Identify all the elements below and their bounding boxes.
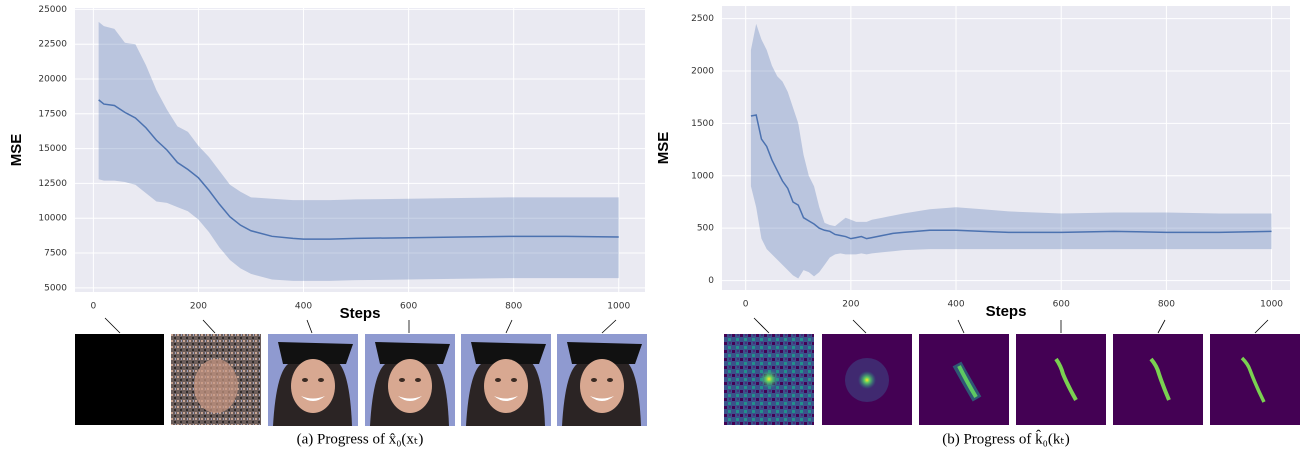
y-axis-label: MSE xyxy=(8,134,25,167)
x-tick-label: 0 xyxy=(743,300,749,310)
x-tick-label: 400 xyxy=(295,302,312,312)
connector xyxy=(506,320,512,333)
y-axis-label: MSE xyxy=(655,132,672,165)
x-tick-label: 600 xyxy=(1053,300,1070,310)
x-axis-label: Steps xyxy=(340,305,381,322)
x-tick-label: 400 xyxy=(947,300,964,310)
connector xyxy=(958,320,964,333)
thumbnail xyxy=(365,334,455,426)
y-tick-label: 7500 xyxy=(44,249,67,259)
thumbnail xyxy=(1113,334,1203,425)
x-tick-label: 600 xyxy=(400,302,417,312)
connector xyxy=(105,318,120,333)
y-tick-label: 12500 xyxy=(38,179,67,189)
figure: 5000750010000125001500017500200002250025… xyxy=(0,0,1302,454)
y-tick-label: 0 xyxy=(708,276,714,286)
y-tick-label: 1500 xyxy=(691,119,714,129)
connector xyxy=(1255,320,1268,333)
connector xyxy=(853,320,866,333)
caption: (a) Progress of x̂₀(xₜ) xyxy=(297,431,424,447)
thumbnail xyxy=(75,334,164,425)
thumbnail xyxy=(171,334,261,425)
y-tick-label: 22500 xyxy=(38,40,67,50)
x-tick-label: 800 xyxy=(1158,300,1175,310)
y-tick-label: 500 xyxy=(697,224,714,234)
connector xyxy=(307,320,312,333)
connector xyxy=(602,320,616,333)
y-tick-label: 15000 xyxy=(38,144,67,154)
x-tick-label: 200 xyxy=(842,300,859,310)
x-tick-label: 800 xyxy=(505,302,522,312)
thumbnail xyxy=(461,334,551,426)
connector xyxy=(1158,320,1165,333)
caption: (b) Progress of k̂₀(kₜ) xyxy=(942,430,1070,448)
thumbnail xyxy=(724,334,814,425)
x-axis-label: Steps xyxy=(986,303,1027,320)
thumbnails xyxy=(105,318,1268,333)
thumbnail xyxy=(822,334,912,425)
y-tick-label: 1000 xyxy=(691,171,714,181)
connector xyxy=(203,320,215,333)
image-row-a xyxy=(75,334,647,426)
image-row-b xyxy=(724,334,1300,425)
y-tick-label: 2500 xyxy=(691,14,714,24)
thumbnail xyxy=(1016,334,1106,425)
thumbnail xyxy=(268,334,358,426)
x-tick-label: 1000 xyxy=(607,302,630,312)
thumbnail xyxy=(919,334,1009,425)
y-tick-label: 20000 xyxy=(38,75,67,85)
y-tick-label: 2000 xyxy=(691,66,714,76)
y-tick-label: 5000 xyxy=(44,283,67,293)
y-tick-label: 25000 xyxy=(38,5,67,15)
connector xyxy=(754,318,769,333)
thumbnail xyxy=(557,334,647,426)
y-tick-label: 17500 xyxy=(38,109,67,119)
x-tick-label: 1000 xyxy=(1260,300,1283,310)
y-tick-label: 10000 xyxy=(38,214,67,224)
x-tick-label: 200 xyxy=(190,302,207,312)
thumbnail xyxy=(1210,334,1300,425)
x-tick-label: 0 xyxy=(91,302,97,312)
